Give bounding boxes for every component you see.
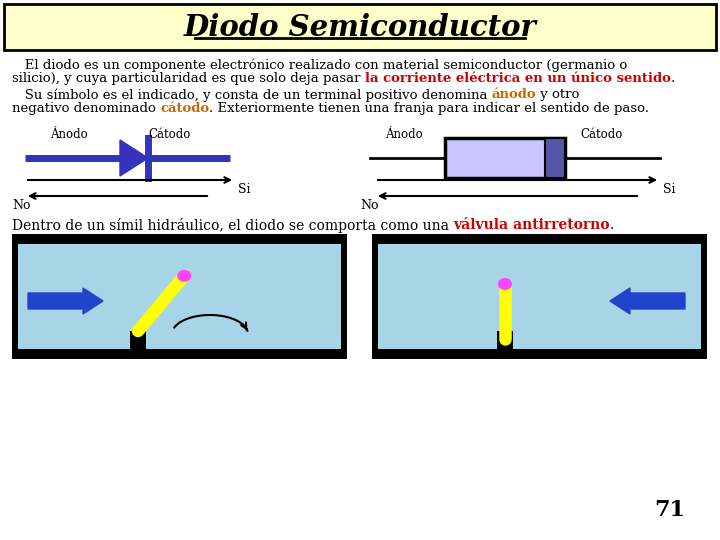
Bar bbox=[372, 234, 707, 359]
Text: y otro: y otro bbox=[536, 88, 580, 101]
Bar bbox=[545, 138, 565, 178]
Text: Cátodo: Cátodo bbox=[148, 128, 190, 141]
Text: Cátodo: Cátodo bbox=[580, 128, 622, 141]
Bar bbox=[4, 4, 716, 50]
Text: Ánodo: Ánodo bbox=[50, 128, 88, 141]
Text: Si: Si bbox=[663, 183, 675, 196]
Bar bbox=[372, 234, 707, 244]
Text: .: . bbox=[610, 218, 614, 232]
Text: No: No bbox=[360, 199, 379, 212]
Bar bbox=[12, 234, 18, 359]
Bar bbox=[372, 234, 378, 359]
Bar bbox=[372, 349, 707, 359]
Bar bbox=[12, 349, 347, 359]
Text: válvula antirretorno: válvula antirretorno bbox=[454, 218, 610, 232]
Text: Ánodo: Ánodo bbox=[385, 128, 423, 141]
FancyArrow shape bbox=[610, 288, 685, 314]
Bar bbox=[12, 234, 347, 359]
Bar bbox=[545, 138, 565, 178]
Ellipse shape bbox=[498, 278, 512, 290]
Ellipse shape bbox=[177, 270, 192, 282]
Bar bbox=[130, 331, 146, 349]
Text: Si: Si bbox=[238, 183, 251, 196]
Text: silicio), y cuya particularidad es que solo deja pasar: silicio), y cuya particularidad es que s… bbox=[12, 72, 365, 85]
Text: Dentro de un símil hidráulico, el diodo se comporta como una: Dentro de un símil hidráulico, el diodo … bbox=[12, 218, 454, 233]
Text: negativo denominado: negativo denominado bbox=[12, 102, 160, 115]
Text: cátodo: cátodo bbox=[160, 102, 210, 115]
Text: Su símbolo es el indicado, y consta de un terminal positivo denomina: Su símbolo es el indicado, y consta de u… bbox=[12, 88, 492, 102]
Text: . Exteriormente tienen una franja para indicar el sentido de paso.: . Exteriormente tienen una franja para i… bbox=[210, 102, 649, 115]
Bar bbox=[12, 234, 347, 244]
Bar bbox=[341, 234, 347, 359]
FancyArrow shape bbox=[28, 288, 103, 314]
Text: ánodo: ánodo bbox=[492, 88, 536, 101]
Text: .: . bbox=[670, 72, 675, 85]
Text: 71: 71 bbox=[654, 499, 685, 521]
Text: Diodo Semiconductor: Diodo Semiconductor bbox=[184, 12, 536, 42]
Text: No: No bbox=[12, 199, 30, 212]
Bar bbox=[701, 234, 707, 359]
Text: la corriente eléctrica en un único sentido: la corriente eléctrica en un único senti… bbox=[365, 72, 670, 85]
Bar bbox=[445, 138, 565, 178]
Bar bbox=[497, 331, 513, 349]
Text: El diodo es un componente electrónico realizado con material semiconductor (germ: El diodo es un componente electrónico re… bbox=[12, 58, 627, 71]
Polygon shape bbox=[120, 140, 148, 176]
